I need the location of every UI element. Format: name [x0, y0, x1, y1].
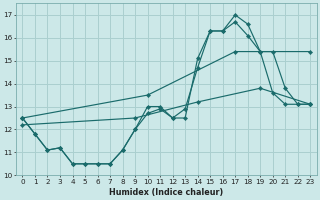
- X-axis label: Humidex (Indice chaleur): Humidex (Indice chaleur): [109, 188, 223, 197]
